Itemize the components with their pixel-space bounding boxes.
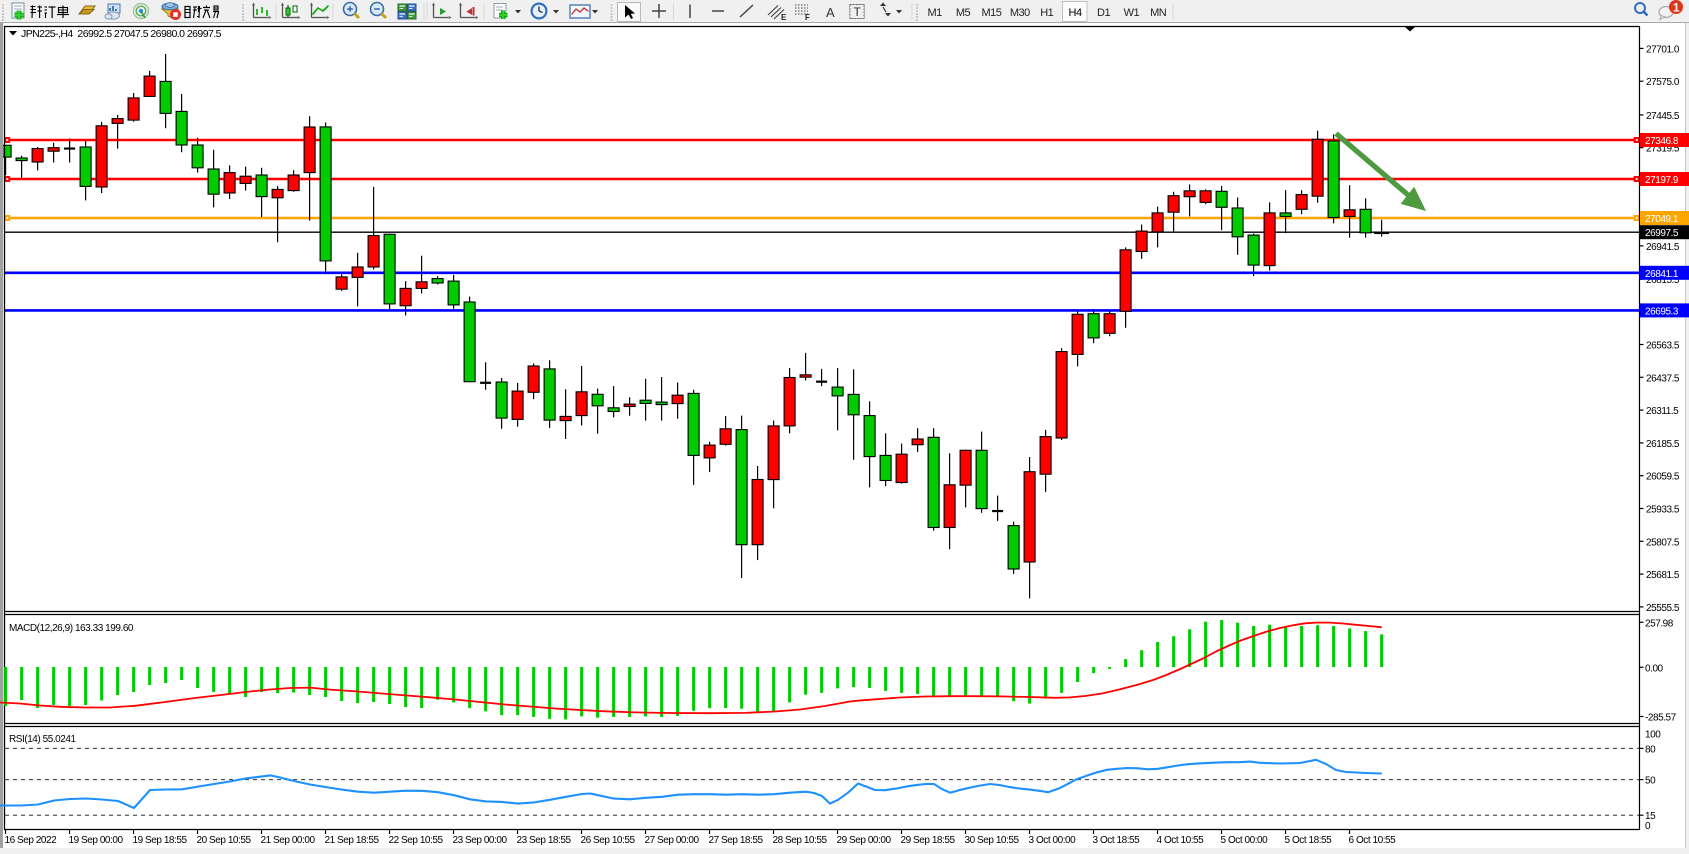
- svg-text:100: 100: [1645, 730, 1661, 741]
- svg-text:F: F: [805, 13, 810, 22]
- svg-text:-285.57: -285.57: [1645, 713, 1677, 724]
- svg-text:19 Sep 00:00: 19 Sep 00:00: [69, 835, 124, 846]
- svg-text:MACD(12,26,9) 163.33 199.60: MACD(12,26,9) 163.33 199.60: [9, 623, 134, 634]
- svg-text:JPN225-,H4 26992.5 27047.5 26: JPN225-,H4 26992.5 27047.5 26980.0 26997…: [21, 28, 222, 40]
- svg-text:29 Sep 00:00: 29 Sep 00:00: [837, 835, 892, 846]
- svg-text:27319.5: 27319.5: [1646, 144, 1680, 155]
- svg-text:M30: M30: [1010, 7, 1030, 19]
- svg-text:50: 50: [1645, 776, 1656, 787]
- svg-text:27049.1: 27049.1: [1645, 214, 1679, 225]
- svg-text:257.98: 257.98: [1645, 618, 1674, 629]
- svg-text:27575.0: 27575.0: [1646, 77, 1680, 88]
- svg-text:27 Sep 18:55: 27 Sep 18:55: [709, 835, 764, 846]
- svg-text:29 Sep 18:55: 29 Sep 18:55: [901, 835, 956, 846]
- svg-text:26815.5: 26815.5: [1646, 275, 1680, 286]
- svg-text:26185.5: 26185.5: [1646, 439, 1680, 450]
- svg-text:26563.5: 26563.5: [1646, 341, 1680, 352]
- svg-text:E: E: [781, 13, 787, 22]
- svg-text:27346.8: 27346.8: [1645, 136, 1679, 147]
- svg-text:20 Sep 10:55: 20 Sep 10:55: [197, 835, 252, 846]
- svg-text:30 Sep 10:55: 30 Sep 10:55: [965, 835, 1020, 846]
- svg-text:25807.5: 25807.5: [1646, 537, 1680, 548]
- svg-text:26 Sep 10:55: 26 Sep 10:55: [581, 835, 636, 846]
- svg-text:5 Oct 18:55: 5 Oct 18:55: [1285, 835, 1333, 846]
- svg-text:4 Oct 10:55: 4 Oct 10:55: [1157, 835, 1205, 846]
- svg-text:25933.5: 25933.5: [1646, 505, 1680, 516]
- svg-text:D1: D1: [1097, 7, 1110, 19]
- svg-text:W1: W1: [1124, 7, 1140, 19]
- svg-text:5 Oct 00:00: 5 Oct 00:00: [1221, 835, 1269, 846]
- svg-text:27 Sep 00:00: 27 Sep 00:00: [645, 835, 700, 846]
- svg-text:25555.5: 25555.5: [1646, 603, 1680, 614]
- svg-text:6 Oct 10:55: 6 Oct 10:55: [1349, 835, 1397, 846]
- svg-text:26941.5: 26941.5: [1646, 242, 1680, 253]
- svg-text:3 Oct 18:55: 3 Oct 18:55: [1093, 835, 1141, 846]
- svg-text:16 Sep 2022: 16 Sep 2022: [5, 835, 58, 846]
- svg-text:19 Sep 18:55: 19 Sep 18:55: [133, 835, 188, 846]
- svg-text:80: 80: [1645, 744, 1656, 755]
- svg-text:26997.5: 26997.5: [1645, 228, 1679, 239]
- svg-text:H1: H1: [1040, 7, 1053, 19]
- svg-text:1: 1: [1673, 1, 1680, 15]
- svg-text:21 Sep 00:00: 21 Sep 00:00: [261, 835, 316, 846]
- svg-text:25681.5: 25681.5: [1646, 570, 1680, 581]
- svg-text:27445.5: 27445.5: [1646, 111, 1680, 122]
- svg-text:28 Sep 10:55: 28 Sep 10:55: [773, 835, 828, 846]
- svg-text:26311.5: 26311.5: [1646, 406, 1679, 417]
- svg-text:15: 15: [1645, 811, 1656, 822]
- svg-text:0.00: 0.00: [1645, 663, 1664, 674]
- svg-text:22 Sep 10:55: 22 Sep 10:55: [389, 835, 444, 846]
- svg-text:M1: M1: [928, 7, 943, 19]
- svg-text:26059.5: 26059.5: [1646, 472, 1680, 483]
- svg-text:M5: M5: [956, 7, 971, 19]
- svg-text:23 Sep 18:55: 23 Sep 18:55: [517, 835, 572, 846]
- svg-text:T: T: [854, 5, 862, 19]
- svg-text:MN: MN: [1150, 7, 1167, 19]
- svg-text:3 Oct 00:00: 3 Oct 00:00: [1029, 835, 1077, 846]
- svg-text:23 Sep 00:00: 23 Sep 00:00: [453, 835, 508, 846]
- svg-text:RSI(14) 55.0241: RSI(14) 55.0241: [9, 734, 77, 745]
- svg-text:0: 0: [1645, 821, 1651, 832]
- svg-text:H4: H4: [1069, 7, 1082, 19]
- svg-text:A: A: [826, 5, 835, 20]
- svg-text:26437.5: 26437.5: [1646, 373, 1680, 384]
- svg-text:M15: M15: [982, 7, 1002, 19]
- svg-text:26841.1: 26841.1: [1645, 269, 1679, 280]
- svg-text:26695.3: 26695.3: [1645, 306, 1679, 317]
- svg-text:27197.9: 27197.9: [1645, 175, 1679, 186]
- svg-text:21 Sep 18:55: 21 Sep 18:55: [325, 835, 380, 846]
- svg-text:27701.0: 27701.0: [1646, 44, 1680, 55]
